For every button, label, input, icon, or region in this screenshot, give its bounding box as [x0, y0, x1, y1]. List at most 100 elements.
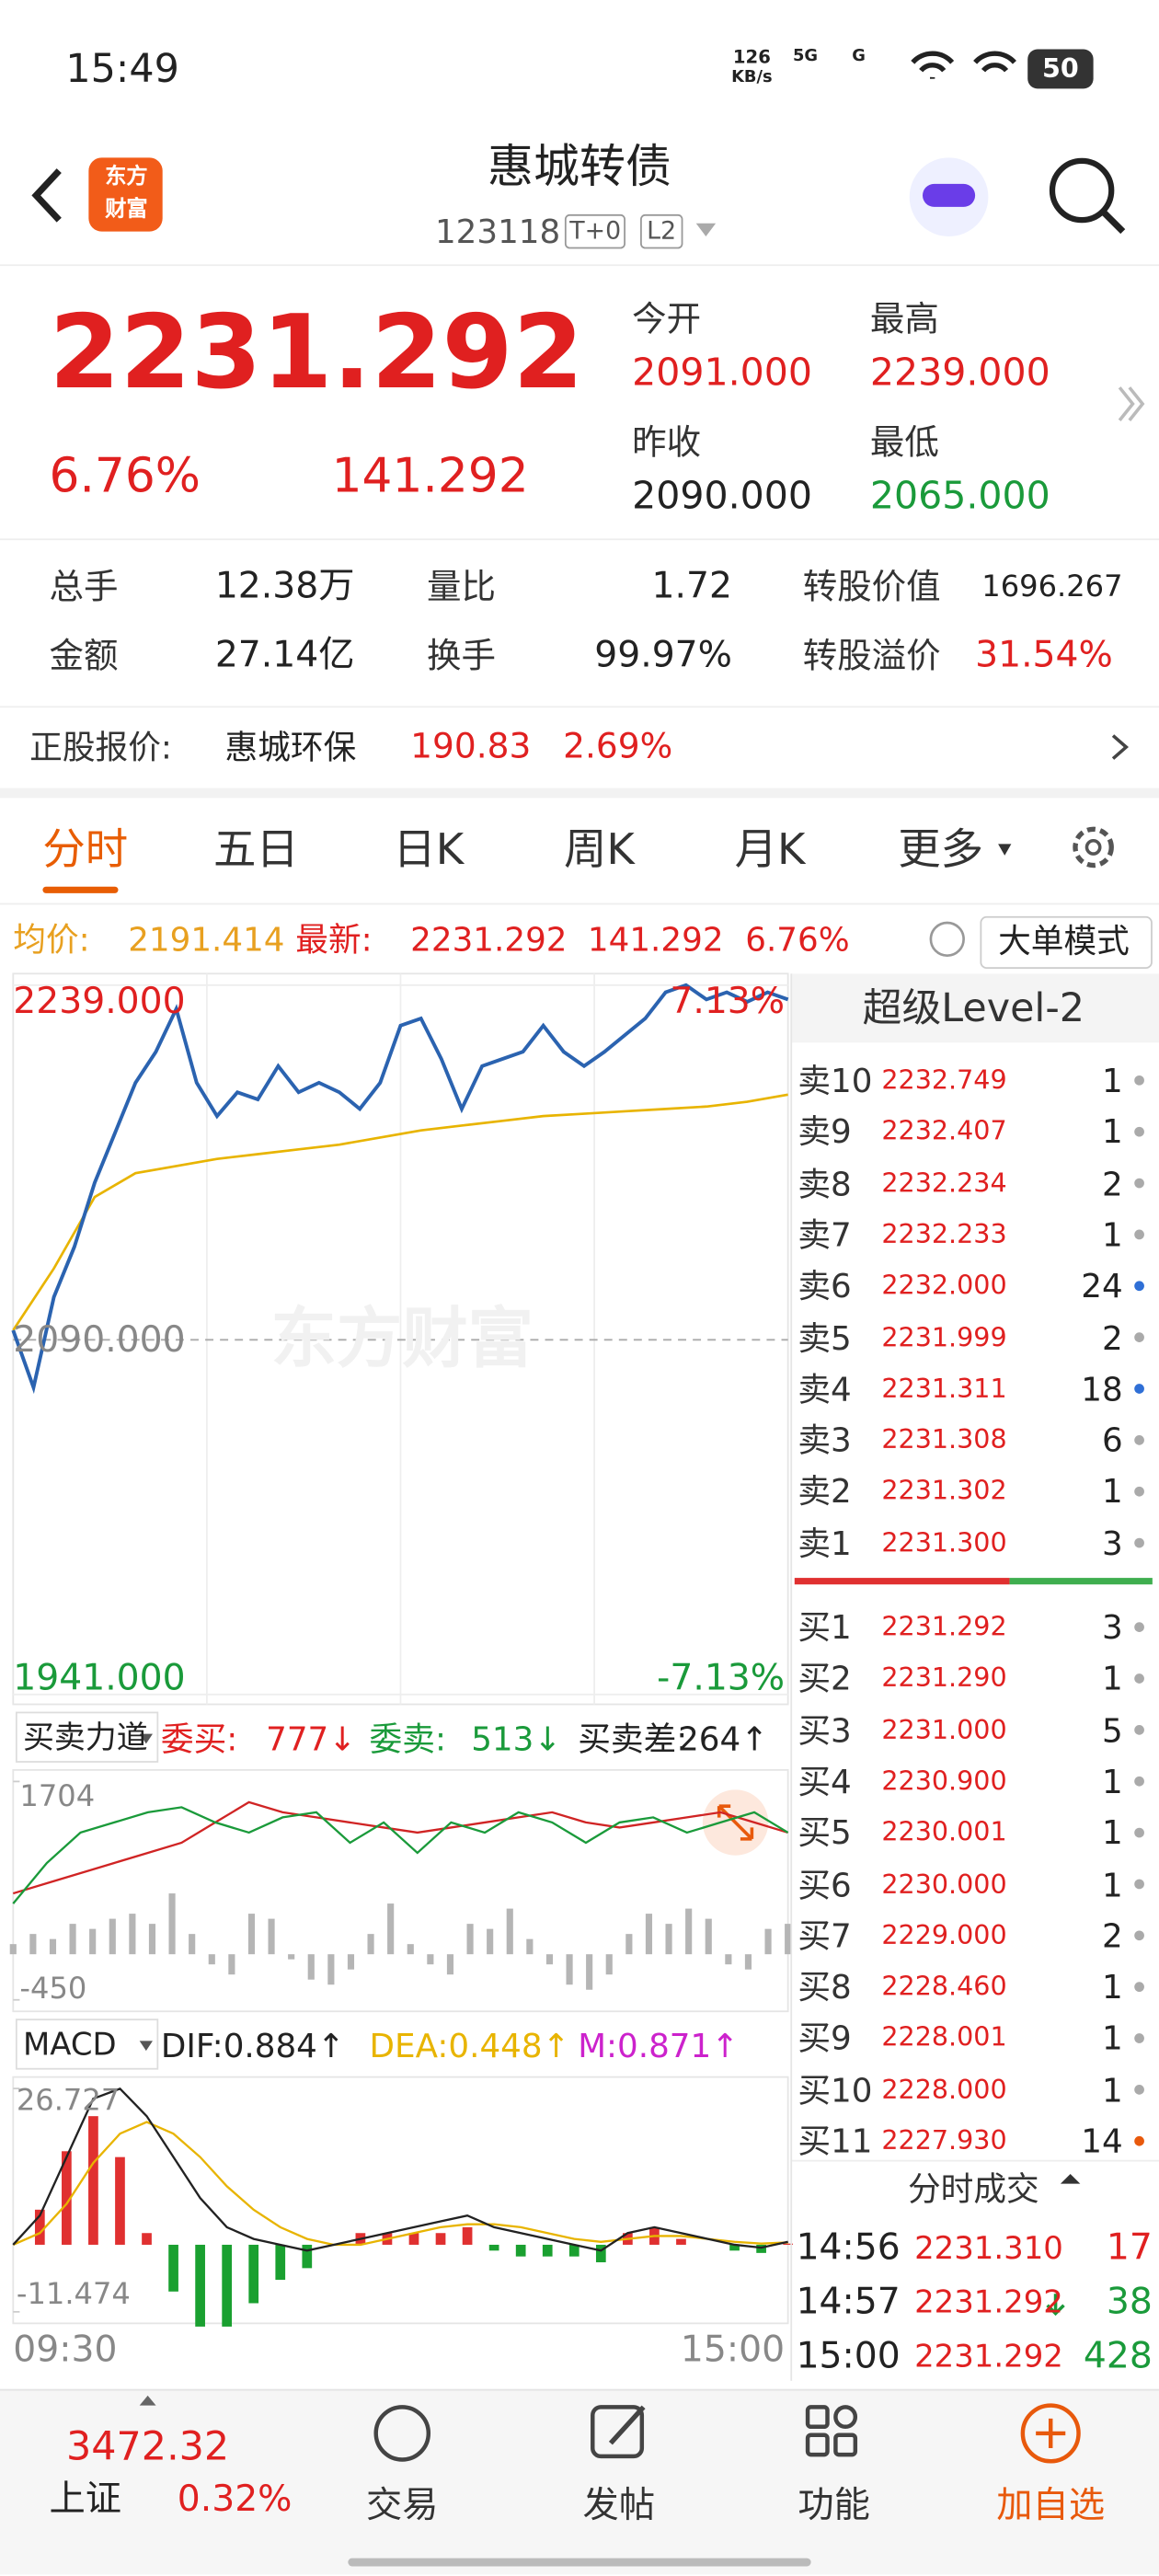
logo[interactable] — [88, 157, 163, 232]
tab[interactable]: 分时 — [42, 825, 129, 876]
stat-label: 金额 — [49, 636, 119, 676]
macd-bar — [88, 2116, 98, 2245]
dropdown-arrow[interactable] — [695, 223, 717, 236]
macd-bar — [488, 2244, 499, 2251]
diff-bar — [725, 1954, 732, 1965]
tab[interactable]: 日K — [393, 825, 465, 876]
logo-text: 财富 — [105, 198, 148, 223]
nav-item[interactable]: 加自选 — [996, 2486, 1106, 2527]
mode-button[interactable] — [980, 915, 1153, 969]
index-name[interactable]: 上证 — [49, 2478, 122, 2521]
book-dot — [1134, 1229, 1144, 1240]
book-dot — [1134, 1776, 1144, 1787]
index-value[interactable]: 3472.32 — [66, 2423, 230, 2470]
divider — [0, 706, 1159, 708]
book-dot — [1134, 1879, 1144, 1890]
index-pct[interactable]: 0.32% — [177, 2478, 293, 2521]
book-label: 买6 — [798, 1864, 852, 1904]
book-price: 2230.900 — [881, 1765, 1007, 1797]
diff-bar — [168, 1893, 176, 1955]
chart-frame — [12, 1769, 789, 2013]
macd-bar — [542, 2244, 553, 2257]
network-type: 5G — [793, 47, 819, 66]
tab[interactable]: 更多 — [898, 825, 984, 876]
tab[interactable]: 五日 — [212, 825, 299, 876]
book-price: 2231.308 — [881, 1423, 1007, 1455]
book-dot — [1134, 2085, 1144, 2095]
y-tick-label: 26.727 — [16, 2083, 120, 2119]
book-label: 卖6 — [798, 1266, 852, 1306]
add-watch-icon[interactable] — [1020, 2403, 1081, 2464]
book-qty: 2 — [1102, 1163, 1123, 1203]
underlying-pct: 2.69% — [563, 726, 673, 766]
book-qty: 1 — [1102, 2069, 1123, 2110]
level2-title[interactable]: 超级Level-2 — [862, 984, 1085, 1031]
wifi-icon — [973, 51, 1016, 73]
macd-bar — [195, 2244, 205, 2327]
book-qty: 1 — [1102, 1659, 1123, 1698]
tab[interactable]: 月K — [734, 825, 806, 876]
mode-label[interactable]: 大单模式 — [998, 921, 1130, 961]
indicator-name[interactable]: 买卖力道 — [22, 1719, 148, 1756]
ask-label: 委卖: — [369, 1719, 446, 1759]
book-price: 2232.233 — [881, 1218, 1007, 1249]
collapse-arrow[interactable] — [1060, 2173, 1081, 2184]
nav-item[interactable]: 发帖 — [582, 2486, 656, 2527]
battery-level: 50 — [1042, 52, 1079, 85]
diff-bar — [526, 1938, 534, 1955]
quote-high: 2239.000 — [869, 351, 1050, 396]
quote-prev-close_label: 昨收 — [632, 422, 702, 463]
book-price: 2231.000 — [881, 1713, 1007, 1745]
dropdown-arrow — [139, 2041, 153, 2052]
book-qty: 1 — [1102, 1967, 1123, 2007]
indicator-name[interactable]: MACD — [22, 2027, 117, 2064]
diff-bar — [705, 1918, 712, 1955]
post-icon[interactable] — [591, 2405, 645, 2459]
trades-title[interactable]: 分时成交 — [907, 2168, 1039, 2209]
avg-value: 2191.414 — [128, 919, 285, 960]
macd-bar — [676, 2238, 686, 2245]
avg-line — [12, 1093, 788, 1331]
book-label: 买1 — [798, 1607, 852, 1648]
func-icon[interactable] — [805, 2405, 830, 2430]
more-arrow[interactable] — [1111, 734, 1130, 760]
book-price: 2231.999 — [881, 1320, 1007, 1352]
back-button[interactable] — [31, 168, 62, 223]
book-label: 卖10 — [798, 1060, 873, 1100]
expand-arrow[interactable] — [1118, 386, 1145, 421]
tab[interactable]: 周K — [563, 825, 635, 876]
book-qty: 1 — [1102, 2018, 1123, 2058]
help-icon[interactable] — [929, 921, 965, 958]
book-qty: 2 — [1102, 1915, 1123, 1956]
book-label: 买5 — [798, 1812, 852, 1853]
book-qty: 6 — [1102, 1420, 1123, 1460]
underlying-name[interactable]: 惠城环保 — [224, 727, 357, 767]
nav-item[interactable]: 交易 — [365, 2486, 439, 2527]
ask-value: 513↓ — [471, 1719, 562, 1759]
macd-bar — [408, 2233, 419, 2245]
y-tick-label: 2090.000 — [13, 1319, 186, 1362]
diff-value: 264↑ — [678, 1719, 769, 1759]
book-price: 2231.302 — [881, 1475, 1007, 1507]
indicator-select[interactable] — [15, 2018, 159, 2070]
stock-title: 惠城转债 — [488, 139, 671, 194]
book-label: 买9 — [798, 2018, 852, 2058]
stat-value: 31.54% — [975, 635, 1113, 677]
nav-item[interactable]: 功能 — [798, 2486, 870, 2527]
diff-bar — [69, 1924, 76, 1955]
trade-icon[interactable] — [373, 2405, 431, 2462]
indicator-select[interactable] — [15, 1711, 159, 1763]
divider — [0, 903, 1159, 905]
home-indicator — [348, 2558, 811, 2567]
stat-value: 12.38万 — [214, 566, 355, 608]
settings-icon[interactable] — [1073, 826, 1114, 868]
book-dot — [1134, 1435, 1144, 1445]
diff-bar — [566, 1954, 573, 1985]
status-time: 15:49 — [65, 45, 179, 92]
change-pct: 6.76% — [49, 447, 201, 504]
diff-bar — [109, 1918, 116, 1955]
diff-bar — [625, 1934, 633, 1955]
diff-bar — [466, 1924, 474, 1955]
search-icon[interactable] — [1049, 157, 1115, 224]
